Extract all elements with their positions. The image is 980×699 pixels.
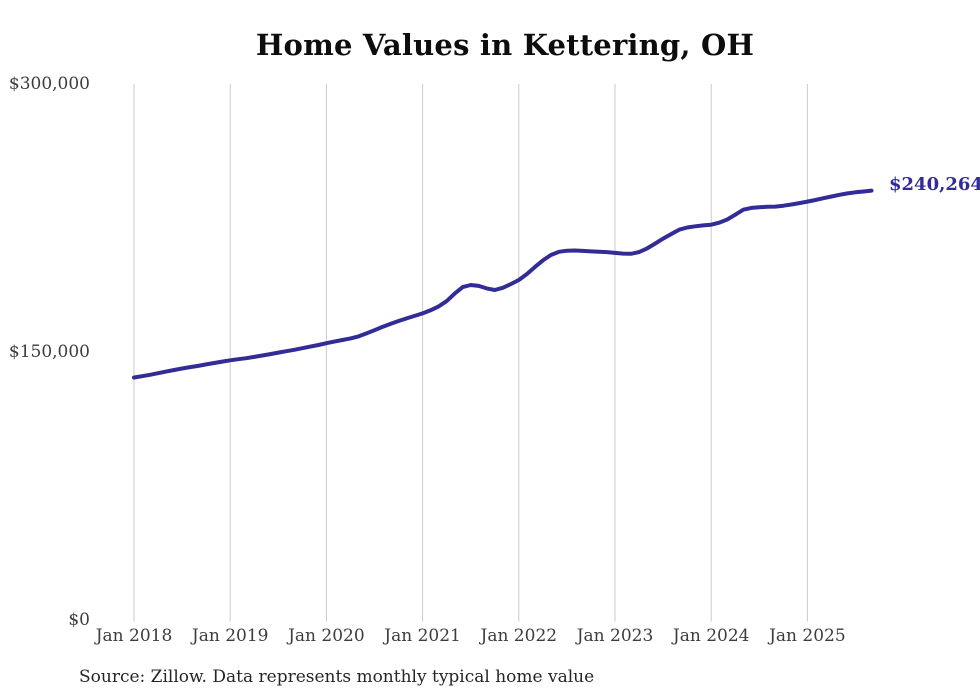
x-axis-tick: Jan 2025 [769,626,846,646]
y-axis-tick: $300,000 [8,74,90,94]
x-axis-tick: Jan 2024 [672,626,750,646]
home-value-series-line [132,188,874,380]
y-axis-tick: $0 [68,609,90,630]
x-axis-tick: Jan 2020 [288,626,365,646]
chart-title: Home Values in Kettering, OH [255,28,755,62]
x-axis-tick: Jan 2018 [95,626,173,646]
source-note: Source: Zillow. Data represents monthly … [79,667,595,687]
latest-value-label: $240,264 [889,174,980,195]
y-axis-tick: $150,000 [8,341,90,362]
x-axis-tick: Jan 2019 [191,626,269,646]
x-axis-tick: Jan 2021 [384,626,461,646]
x-axis-tick: Jan 2023 [576,626,654,646]
x-axis-tick: Jan 2022 [480,626,558,646]
